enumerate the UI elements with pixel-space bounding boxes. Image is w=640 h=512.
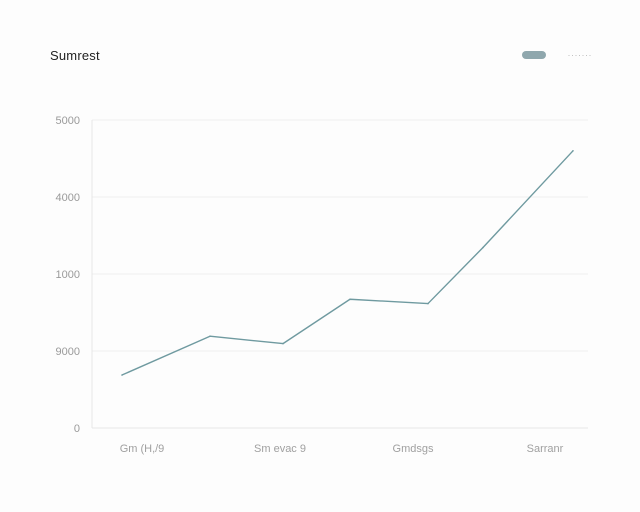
x-tick-label: Sarranr	[527, 443, 564, 455]
y-tick-label: 0	[74, 423, 80, 435]
legend-label: ·······	[567, 50, 592, 60]
data-point	[121, 374, 123, 376]
y-tick-label: 1000	[56, 269, 80, 281]
x-tick-label: Gmdsgs	[393, 443, 434, 455]
chart-title: Sumrest	[50, 48, 100, 63]
legend-swatch	[521, 51, 546, 59]
data-point	[427, 302, 429, 305]
legend: ·······	[521, 50, 592, 60]
data-point	[282, 342, 284, 345]
grid-layer	[92, 119, 588, 352]
x-tick-label: Sm evac 9	[254, 443, 306, 455]
data-point	[482, 246, 484, 249]
series-line	[121, 150, 574, 376]
data-point	[572, 150, 574, 152]
y-tick-layer: 0 9000 1000 4000 5000	[56, 115, 80, 435]
series-layer	[121, 150, 574, 376]
data-point	[209, 335, 211, 338]
y-tick-label: 4000	[56, 192, 80, 204]
data-point	[349, 298, 351, 301]
axis-layer	[91, 120, 588, 429]
y-tick-label: 9000	[56, 346, 80, 358]
x-tick-layer: Gm (H,/9 Sm evac 9 Gmdsgs Sarranr	[120, 443, 564, 455]
y-tick-label: 5000	[56, 115, 80, 127]
x-tick-label: Gm (H,/9	[120, 443, 165, 455]
